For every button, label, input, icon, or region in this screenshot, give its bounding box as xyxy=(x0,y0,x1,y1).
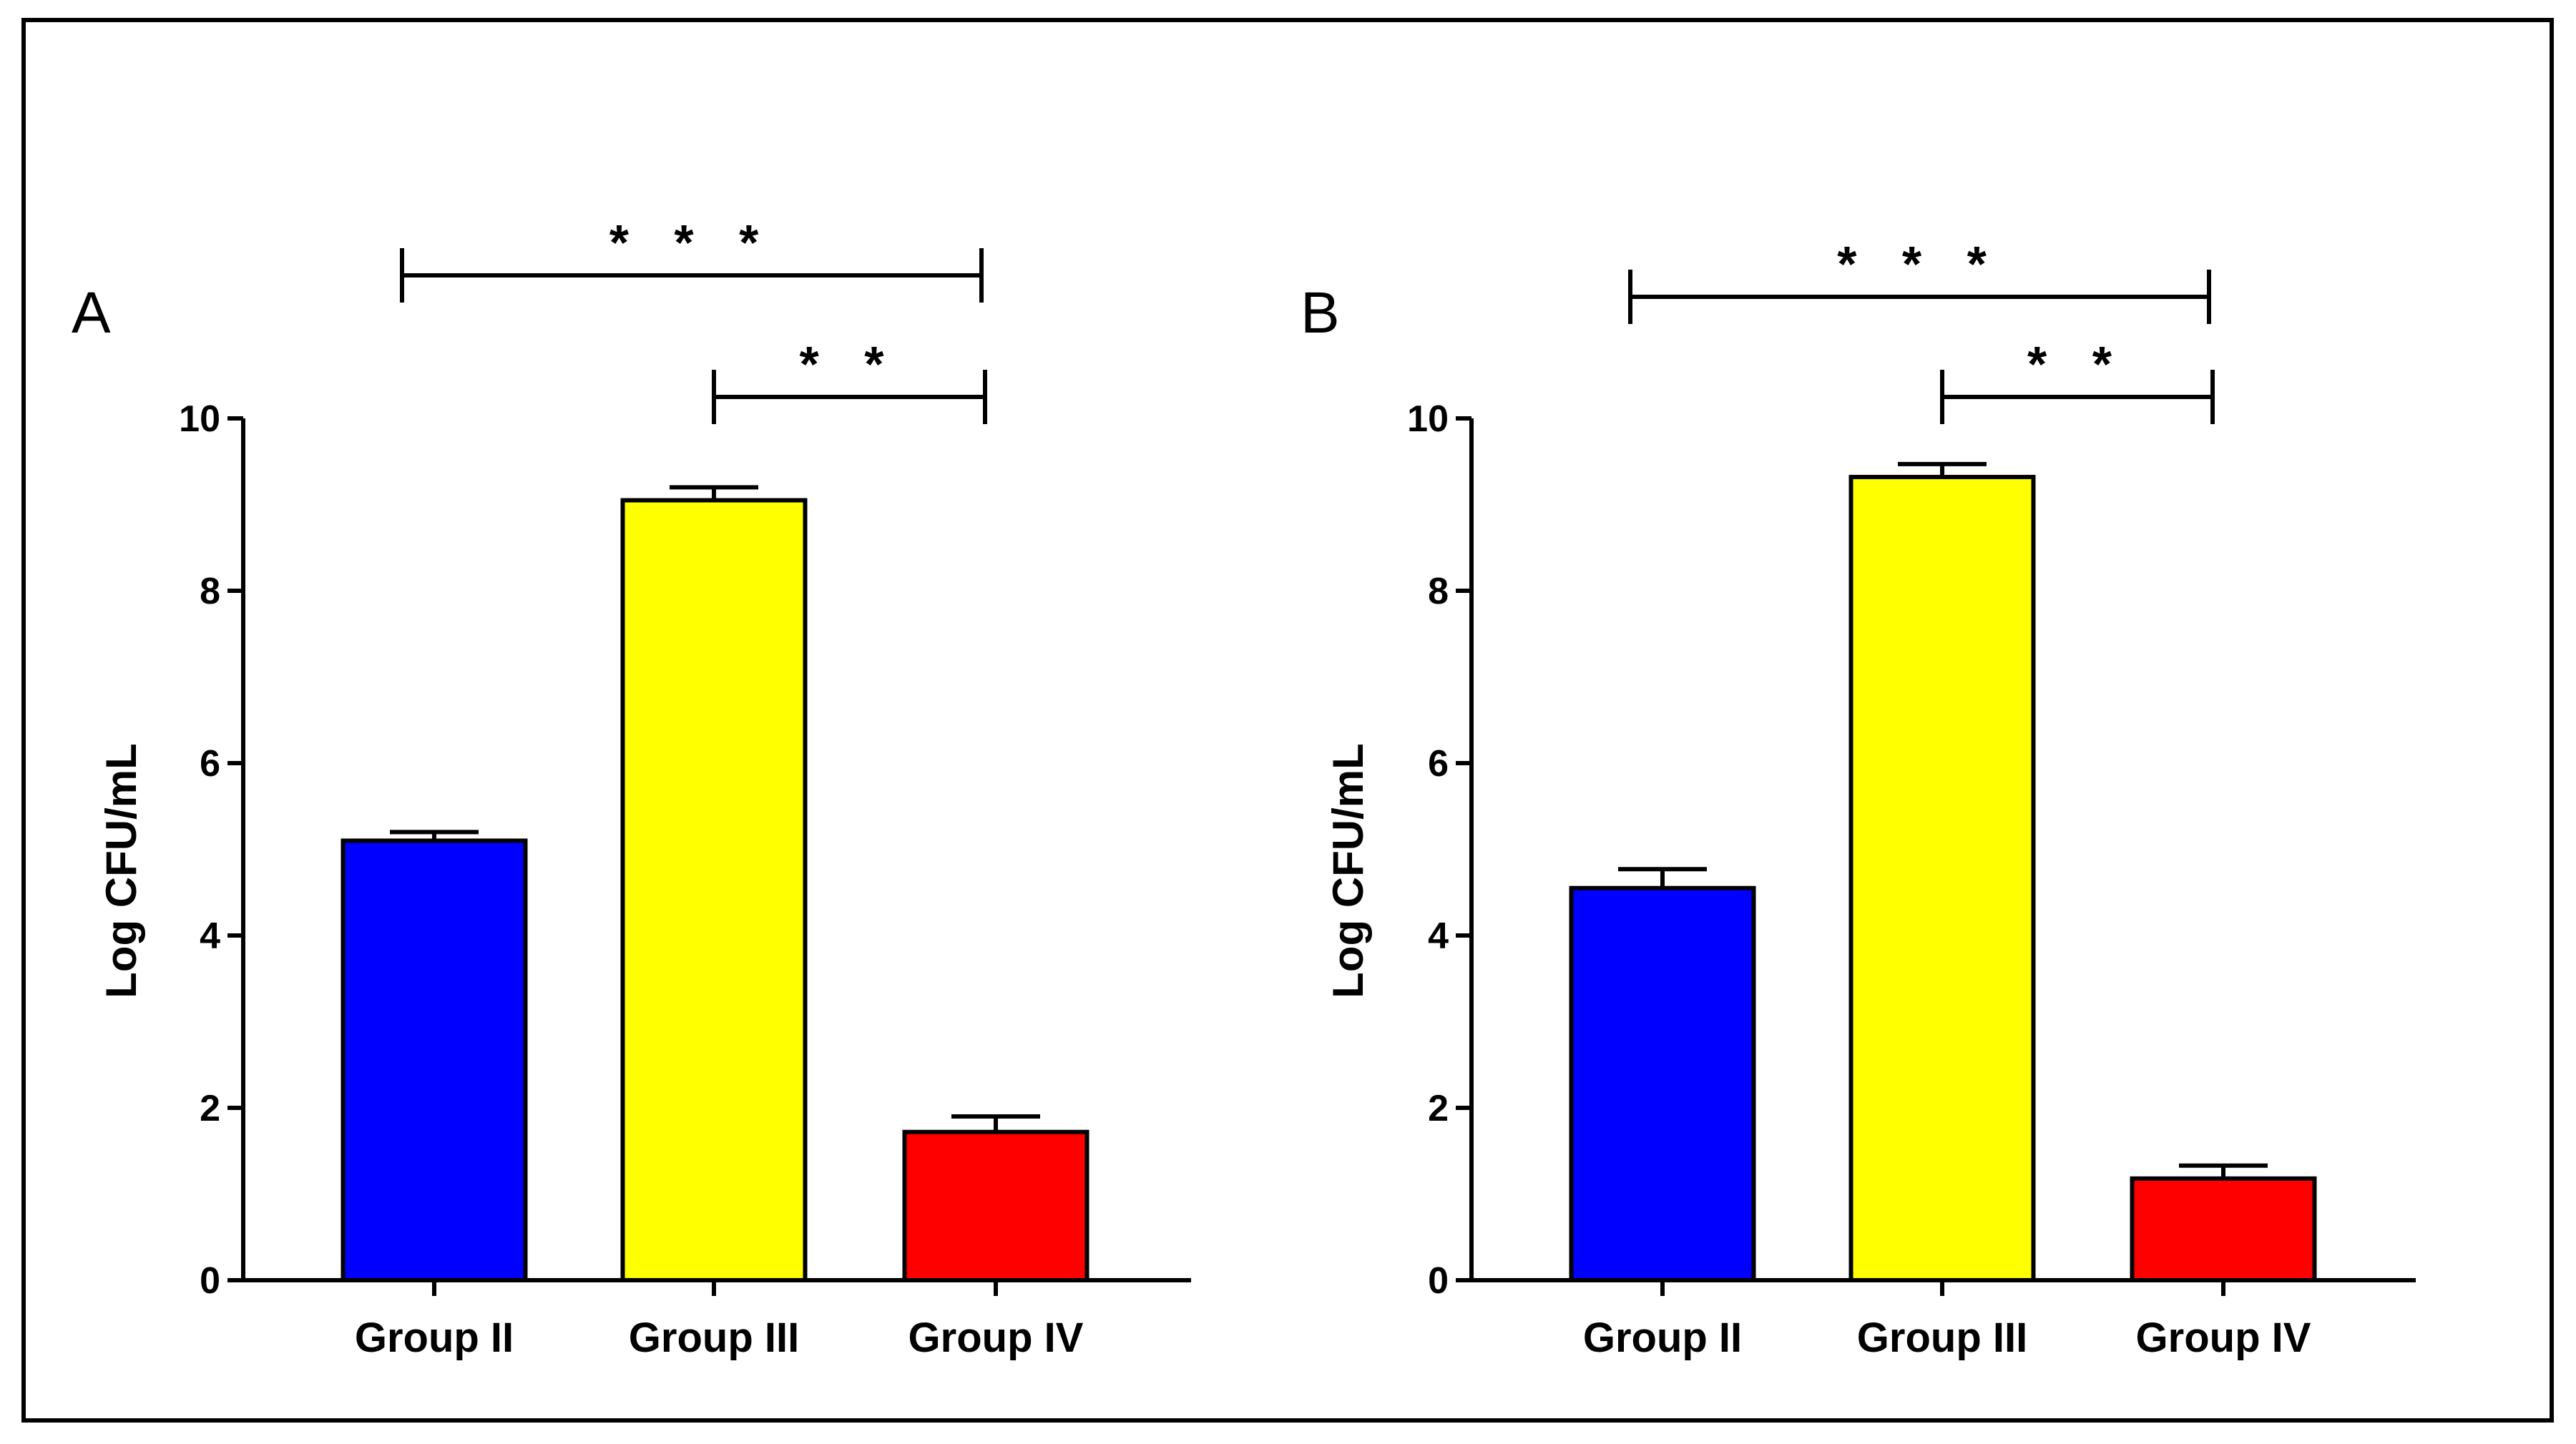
y-tick-label: 10 xyxy=(1407,398,1449,440)
y-tick-label: 2 xyxy=(1428,1088,1449,1129)
x-tick-label: Group IV xyxy=(2136,1315,2311,1361)
bar-group-iv xyxy=(902,1129,1089,1282)
panel-label: B xyxy=(1301,280,1340,345)
y-tick-label: 6 xyxy=(1428,743,1449,785)
bar-group-iii xyxy=(620,498,808,1282)
y-tick-label: 10 xyxy=(179,398,220,440)
y-tick-label: 4 xyxy=(200,915,220,957)
bar-group-iii xyxy=(1848,474,2036,1283)
bar-group-iv xyxy=(2130,1176,2317,1283)
x-tick-label: Group II xyxy=(1583,1315,1742,1361)
panel-label: A xyxy=(72,280,111,345)
x-tick-label: Group IV xyxy=(909,1315,1084,1361)
figure-frame xyxy=(21,18,2554,1423)
x-tick-label: Group III xyxy=(1857,1315,2027,1361)
bar-group-ii xyxy=(341,838,528,1282)
bar-group-ii xyxy=(1569,885,1756,1282)
y-axis-label: Log CFU/mL xyxy=(1324,743,1372,998)
significance-stars: * * * xyxy=(609,215,775,270)
chart-panel-b: B 0 2 4 6 8 10 Log CFU/mL Group II Group III Group… xyxy=(1301,236,2416,1361)
chart-panel-a: A 0 2 4 6 8 10 Log CFU/mL Group II Group III Group… xyxy=(72,215,1191,1361)
y-tick-label: 6 xyxy=(200,743,220,785)
significance-stars: * * xyxy=(800,336,900,392)
y-tick-label: 8 xyxy=(1428,571,1449,612)
x-tick-label: Group III xyxy=(629,1315,799,1361)
y-tick-label: 2 xyxy=(200,1088,220,1129)
y-tick-label: 0 xyxy=(1428,1260,1449,1302)
significance-stars: * * xyxy=(2027,336,2127,392)
y-tick-label: 8 xyxy=(200,571,220,612)
y-axis-label: Log CFU/mL xyxy=(97,743,145,998)
x-tick-label: Group II xyxy=(355,1315,514,1361)
significance-stars: * * * xyxy=(1837,236,2002,292)
y-tick-label: 4 xyxy=(1428,915,1449,957)
y-tick-label: 0 xyxy=(200,1260,220,1302)
